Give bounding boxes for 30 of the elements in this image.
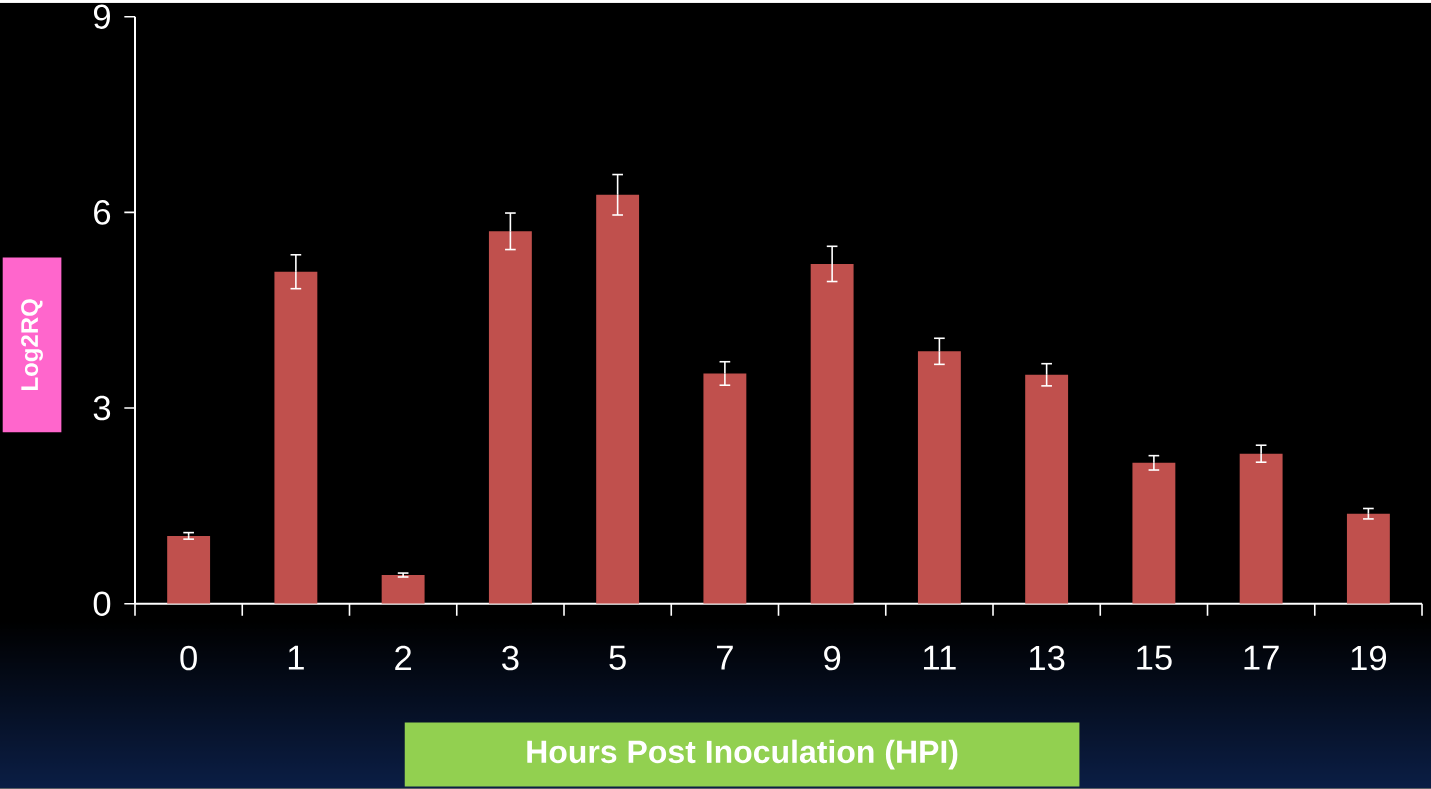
- x-tick-label: 13: [1029, 645, 1065, 671]
- x-tick-label: 11: [924, 645, 956, 670]
- bar: [703, 373, 747, 604]
- x-tick-label: 7: [717, 645, 733, 670]
- x-tick-label: 2: [395, 645, 412, 671]
- x-tick-label: 1: [288, 645, 304, 670]
- x-tick-label: 5: [609, 645, 626, 671]
- x-tick-label: 15: [1137, 645, 1172, 671]
- bar: [167, 536, 211, 604]
- y-axis-title: Log2RQ: [21, 299, 43, 391]
- bar: [1025, 374, 1069, 604]
- y-tick-label: 6: [94, 200, 111, 225]
- x-tick-label: 9: [824, 645, 841, 671]
- x-tick-label: 0: [180, 645, 197, 671]
- bar: [1239, 453, 1283, 604]
- bar: [274, 271, 318, 604]
- x-tick-label: 19: [1351, 645, 1387, 671]
- bar: [810, 264, 854, 604]
- bar: [381, 575, 425, 604]
- y-tick-label: 9: [93, 4, 110, 30]
- x-tick-label: 17: [1244, 645, 1279, 670]
- x-axis-title: Hours Post Inoculation (HPI): [527, 739, 958, 770]
- bar: [596, 194, 640, 604]
- bar: [488, 231, 532, 604]
- bar: [1132, 462, 1176, 604]
- y-tick-label: 3: [93, 395, 111, 421]
- x-tick-label: 3: [502, 645, 519, 671]
- y-tick-label: 0: [93, 591, 111, 617]
- bar: [917, 351, 961, 604]
- bar: [1346, 513, 1390, 604]
